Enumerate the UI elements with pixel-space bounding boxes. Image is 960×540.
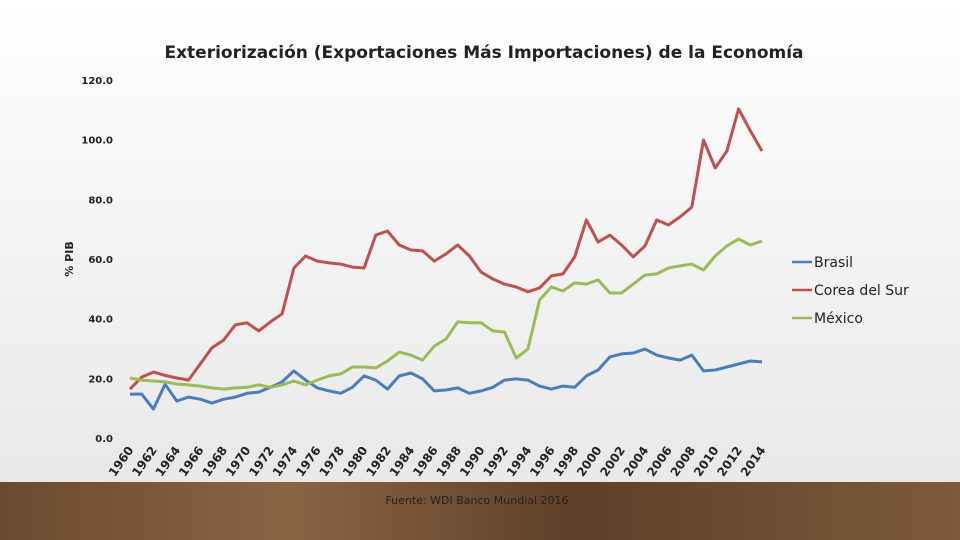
x-tick-label: 2014 bbox=[738, 444, 769, 479]
footnote: Fuente: WDI Banco Mundial 2016 bbox=[385, 494, 568, 507]
series-line bbox=[130, 347, 763, 411]
y-tick-label: 120.0 bbox=[81, 76, 113, 87]
series-line bbox=[129, 237, 763, 391]
y-tick-label: 20.0 bbox=[88, 374, 113, 385]
y-tick-label: 80.0 bbox=[88, 195, 113, 206]
legend-label: Corea del Sur bbox=[814, 283, 909, 299]
legend-label: Brasil bbox=[814, 255, 853, 271]
series-line bbox=[128, 107, 764, 391]
y-tick-label: 0.0 bbox=[95, 434, 113, 445]
y-tick-label: 100.0 bbox=[81, 136, 113, 147]
legend-label: México bbox=[814, 311, 863, 327]
y-tick-label: 60.0 bbox=[88, 255, 113, 266]
chart-title: Exteriorización (Exportaciones Más Impor… bbox=[164, 43, 803, 63]
y-tick-label: 40.0 bbox=[88, 315, 113, 326]
y-axis-label: % PIB bbox=[63, 241, 76, 276]
wood-floor bbox=[0, 482, 960, 540]
